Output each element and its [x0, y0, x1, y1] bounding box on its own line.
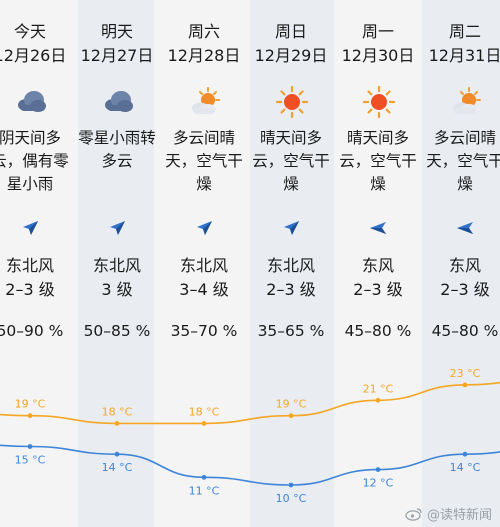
wind-level: 2–3 级	[5, 280, 55, 299]
low-temp-point	[462, 451, 468, 457]
wind-northeast-icon	[194, 218, 214, 238]
humidity: 45–80 %	[344, 322, 412, 340]
wind-level: 2–3 级	[440, 280, 490, 299]
day-date: 12月31日	[428, 46, 500, 65]
day-name: 周一	[361, 22, 394, 41]
wind-direction: 东北风	[179, 256, 228, 275]
wind-direction: 东北风	[266, 256, 315, 275]
day-name: 周二	[448, 22, 481, 41]
forecast-day: 周一 12月30日晴天间多 云，空气干 燥东风 2–3 级 45–80 %	[335, 0, 421, 527]
cloud-rain-icon	[102, 86, 134, 118]
humidity: 50–90 %	[0, 322, 64, 340]
low-temp-point	[201, 474, 207, 480]
low-temp-label: 12 °C	[363, 477, 394, 490]
high-temp-point	[375, 397, 381, 403]
day-name: 周六	[187, 22, 220, 41]
weather-description: 零星小雨转 多云	[78, 129, 156, 170]
wind-level: 2–3 级	[266, 280, 316, 299]
day-date: 12月26日	[0, 46, 67, 65]
weather-description: 多云间晴 天，空气干 燥	[426, 129, 500, 193]
day-date: 12月27日	[80, 46, 154, 65]
wind-northeast-icon	[107, 218, 127, 238]
low-temp-label: 11 °C	[189, 484, 220, 497]
wind-northeast-icon	[20, 218, 40, 238]
high-temp-point	[288, 413, 294, 419]
high-temp-label: 18 °C	[189, 405, 220, 418]
high-temp-label: 21 °C	[363, 382, 394, 395]
low-temp-label: 14 °C	[450, 461, 481, 474]
sun-icon	[362, 85, 396, 119]
weibo-icon	[405, 507, 422, 521]
low-temp-label: 14 °C	[102, 461, 133, 474]
day-name: 今天	[13, 22, 46, 41]
wind-east-icon	[455, 218, 475, 238]
wind-direction: 东北风	[92, 256, 141, 275]
weather-description: 多云间晴 天，空气干 燥	[165, 129, 243, 193]
watermark: @读特新闻	[405, 504, 492, 523]
partly-cloudy-icon	[450, 86, 482, 118]
forecast-day: 周日 12月29日晴天间多 云，空气干 燥东北风 2–3 级 35–65 %	[248, 0, 334, 527]
column-highlight	[78, 0, 154, 527]
low-temp-label: 10 °C	[276, 492, 307, 505]
weather-description: 阴天间多 云，偶有零 星小雨	[0, 129, 69, 193]
cloud-rain-icon	[15, 86, 47, 118]
wind-east-icon	[368, 218, 388, 238]
high-temp-label: 19 °C	[276, 398, 307, 411]
watermark-text: @读特新闻	[426, 508, 492, 523]
day-date: 12月29日	[254, 46, 328, 65]
sun-icon	[275, 85, 309, 119]
wind-level: 3–4 级	[179, 280, 229, 299]
humidity: 35–70 %	[170, 322, 238, 340]
high-temp-point	[114, 421, 120, 426]
humidity: 35–65 %	[257, 322, 325, 340]
humidity: 45–80 %	[431, 322, 499, 340]
day-name: 明天	[100, 22, 133, 41]
forecast-day: 明天 12月27日零星小雨转 多云东北风 3 级 50–85 %	[74, 0, 160, 527]
wind-direction: 东风	[361, 256, 394, 275]
wind-direction: 东风	[448, 256, 481, 275]
high-temp-point	[27, 413, 33, 419]
wind-level: 2–3 级	[353, 280, 403, 299]
low-temp-point	[27, 444, 33, 449]
high-temp-line	[0, 381, 500, 425]
high-temp-label: 19 °C	[15, 398, 46, 411]
forecast-day: 周六 12月28日多云间晴 天，空气干 燥东北风 3–4 级 35–70 %	[161, 0, 247, 527]
high-temp-label: 18 °C	[102, 405, 133, 418]
low-temp-point	[288, 482, 294, 488]
humidity: 50–85 %	[83, 322, 151, 340]
low-temp-line	[0, 444, 500, 486]
high-temp-point	[462, 382, 468, 388]
wind-northeast-icon	[281, 218, 301, 238]
low-temp-point	[114, 451, 120, 457]
wind-direction: 东北风	[5, 256, 54, 275]
weather-description: 晴天间多 云，空气干 燥	[339, 129, 417, 193]
low-temp-point	[375, 467, 381, 472]
forecast-day: 周二 12月31日多云间晴 天，空气干 燥东风 2–3 级 45–80 %	[422, 0, 500, 527]
low-temp-label: 15 °C	[15, 454, 46, 467]
wind-level: 3 级	[101, 280, 133, 299]
partly-cloudy-icon	[189, 86, 221, 118]
day-date: 12月30日	[341, 46, 415, 65]
high-temp-point	[201, 421, 207, 426]
high-temp-label: 23 °C	[450, 367, 481, 380]
column-highlight	[422, 0, 500, 527]
day-name: 周日	[274, 22, 307, 41]
weather-description: 晴天间多 云，空气干 燥	[252, 129, 330, 193]
day-date: 12月28日	[167, 46, 241, 65]
